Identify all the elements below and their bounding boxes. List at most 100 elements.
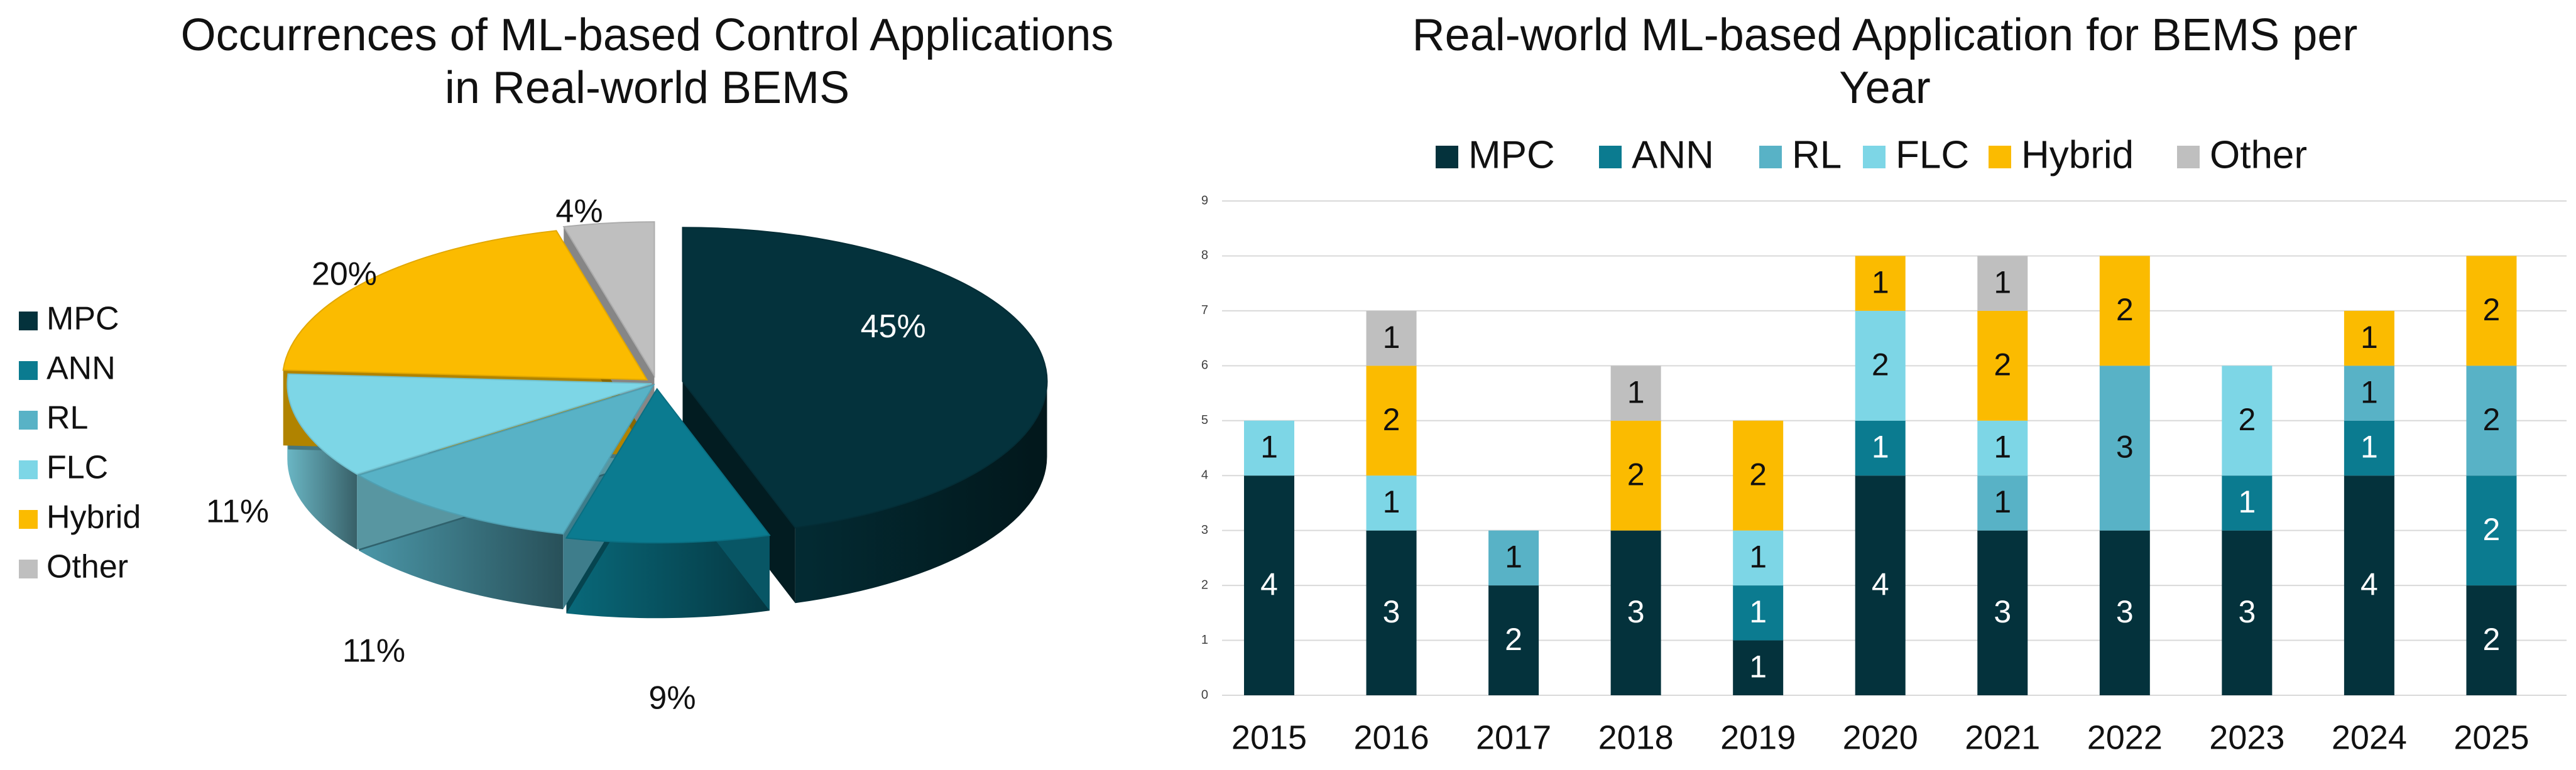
bar-stack-2019: 1 1 1 2 [1733, 420, 1784, 695]
pie-legend-label: MPC [46, 301, 119, 337]
pie-slice-ann [565, 388, 771, 544]
bar-data-label: 2 [1749, 457, 1767, 492]
bar-segment-ann [1855, 420, 1906, 476]
x-tick-label: 2019 [1720, 718, 1796, 756]
bar-segment-flc [1733, 530, 1784, 586]
pie-legend-item-rl: RL [19, 400, 88, 437]
bar-data-label: 4 [2360, 567, 2378, 602]
pie-slice-flc [287, 373, 652, 475]
bar-legend-label: Hybrid [2021, 133, 2134, 176]
bar-data-label: 3 [1383, 594, 1400, 629]
bar-data-label: 3 [2116, 430, 2134, 465]
bar-legend-label: MPC [1468, 133, 1555, 176]
bar-segment-hybrid [1366, 366, 1417, 476]
bar-title-line-1: Real-world ML-based Application for BEMS… [1412, 10, 2358, 60]
bar-data-label: 2 [2483, 292, 2501, 327]
y-tick-label: 8 [1201, 249, 1208, 263]
bar-legend-label: ANN [1632, 133, 1714, 176]
bar-data-label: 3 [1994, 594, 2011, 629]
bar-segment-ann [2344, 420, 2394, 476]
bar-data-label: 1 [1994, 430, 2011, 465]
bar-legend-swatch [2177, 146, 2200, 168]
pie-legend-label: FLC [46, 450, 108, 486]
bar-segment-mpc [1733, 640, 1784, 695]
bar-segment-hybrid [1855, 256, 1906, 311]
pie-legend-label: RL [46, 400, 88, 437]
pie-label-ann: 9% [648, 680, 696, 717]
bar-data-label: 2 [1994, 347, 2011, 382]
bar-segment-hybrid [1733, 420, 1784, 531]
bar-segment-rl [2099, 366, 2150, 531]
bar-segment-mpc [1610, 530, 1661, 695]
bar-segment-mpc [2222, 530, 2273, 695]
bar-legend-item-flc: FLC [1863, 133, 1969, 176]
bar-data-label: 1 [1383, 484, 1400, 519]
bar-segment-ann [2466, 475, 2517, 586]
bar-segment-other [1610, 366, 1661, 421]
bar-data-label: 1 [2360, 320, 2378, 355]
pie-label-flc: 11% [206, 494, 269, 530]
pie-label-rl: 11% [342, 633, 405, 670]
pie-legend-label: Hybrid [46, 499, 141, 536]
pie-legend-swatch [19, 560, 38, 578]
pie-legend-label: Other [46, 549, 128, 585]
pie-legend-label: ANN [46, 350, 116, 387]
stacked-bar-chart: 0123456789412015312120162120173212018111… [1201, 193, 2567, 756]
bar-segment-other [1366, 310, 1417, 366]
bar-segment-flc [1244, 420, 1294, 476]
bar-stack-2023: 3 1 2 [2222, 366, 2273, 695]
bar-legend-item-ann: ANN [1599, 133, 1714, 176]
bar-data-label: 1 [1872, 264, 1889, 300]
pie-legend-item-ann: ANN [19, 350, 116, 387]
pie-label-other: 4% [555, 193, 603, 230]
bar-segment-rl [2466, 366, 2517, 476]
bar-legend-item-rl: RL [1759, 133, 1842, 176]
pie-legend-item-other: Other [19, 549, 128, 585]
bar-title-line-2: Year [1839, 63, 1931, 113]
bar-legend-label: Other [2210, 133, 2307, 176]
bar-legend-item-mpc: MPC [1436, 133, 1555, 176]
pie-legend-swatch [19, 460, 38, 479]
pie-legend: MPC ANN RL FLC Hybrid Other [19, 301, 141, 585]
bar-segment-flc [1855, 310, 1906, 421]
bar-data-label: 1 [2238, 484, 2256, 519]
bar-legend-swatch [1989, 146, 2011, 168]
y-tick-label: 3 [1201, 523, 1208, 537]
y-tick-label: 9 [1201, 193, 1208, 207]
bar-segment-ann [2222, 475, 2273, 531]
bar-data-label: 3 [2116, 594, 2134, 629]
bar-data-label: 2 [2238, 402, 2256, 437]
bar-stack-2025: 2 2 2 2 [2466, 256, 2517, 695]
pie-label-hybrid: 20% [312, 256, 377, 293]
pie-legend-item-flc: FLC [19, 450, 108, 486]
pie-chart: 45% 9% 11% 11% 20% 4% [206, 193, 1048, 717]
bar-data-label: 1 [1994, 264, 2011, 300]
y-tick-label: 5 [1201, 413, 1208, 427]
bar-legend-swatch [1863, 146, 1886, 168]
bar-segment-mpc [1977, 530, 2028, 695]
bar-stack-2021: 3 1 1 2 1 [1977, 256, 2028, 695]
bar-stack-2020: 4 1 2 1 [1855, 256, 1906, 695]
pie-legend-swatch [19, 361, 38, 380]
bar-stack-2024: 4 1 1 1 [2344, 310, 2394, 695]
bar-data-label: 1 [1994, 484, 2011, 519]
bar-data-label: 1 [1872, 430, 1889, 465]
pie-slice-other [562, 221, 655, 378]
bar-data-label: 1 [2360, 430, 2378, 465]
bar-data-label: 2 [1872, 347, 1889, 382]
x-tick-label: 2016 [1353, 718, 1429, 756]
bar-stack-2015: 41 [1244, 420, 1294, 695]
bar-legend-item-other: Other [2177, 133, 2307, 176]
bar-stack-2017: 21 [1488, 530, 1539, 695]
y-tick-label: 1 [1201, 633, 1208, 647]
bar-data-label: 1 [1260, 430, 1278, 465]
bar-data-label: 2 [2483, 512, 2501, 547]
bar-segment-other [1977, 256, 2028, 311]
bar-legend-swatch [1759, 146, 1782, 168]
bar-data-label: 2 [2483, 402, 2501, 437]
y-tick-label: 7 [1201, 303, 1208, 317]
bar-data-label: 3 [1627, 594, 1645, 629]
bar-segment-hybrid [1977, 310, 2028, 421]
bar-data-label: 1 [1383, 320, 1400, 355]
